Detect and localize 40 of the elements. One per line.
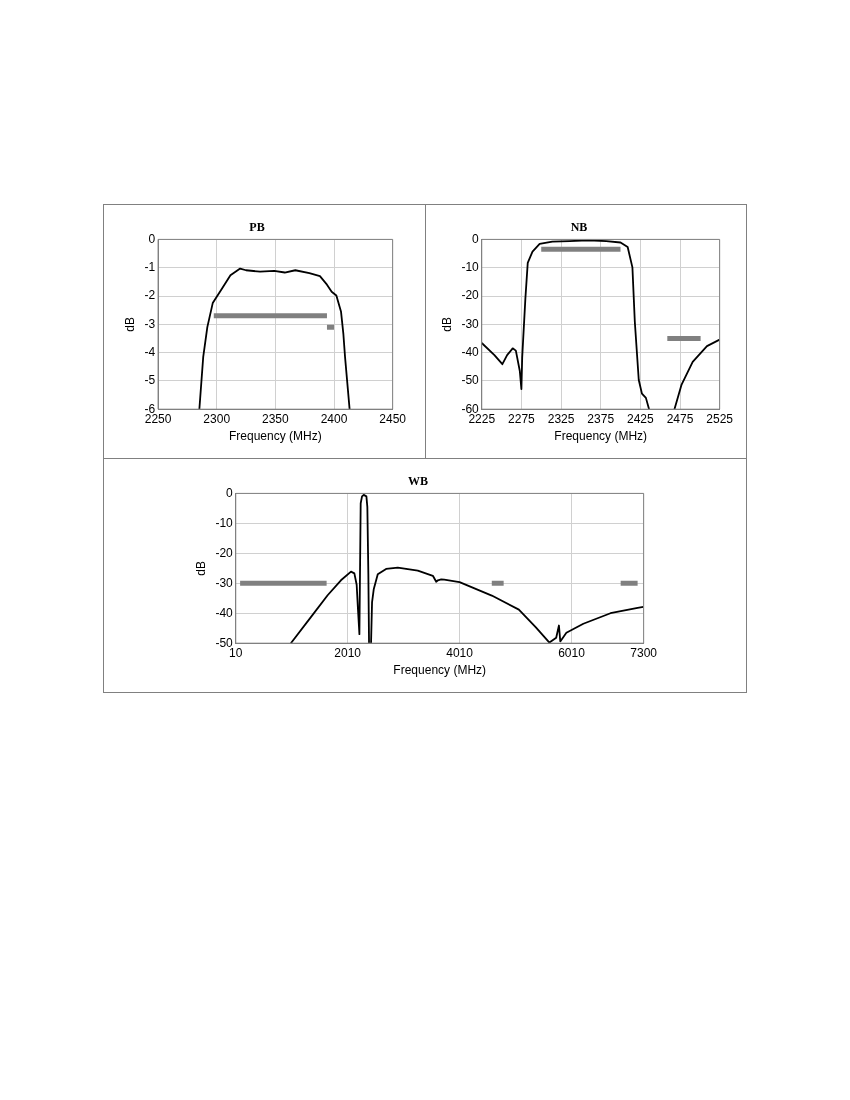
y-tick-label: -2: [144, 288, 156, 303]
y-tick-label: -10: [461, 260, 479, 275]
x-axis-title: Frequency (MHz): [554, 429, 647, 444]
y-axis-title: dB: [122, 316, 137, 332]
chart-title: PB: [249, 220, 265, 235]
y-tick-label: -20: [215, 545, 234, 560]
y-axis-title: dB: [439, 316, 454, 332]
x-tick-label: 2300: [203, 411, 231, 426]
y-tick-label: 0: [471, 231, 479, 246]
x-tick-label: 2450: [379, 411, 407, 426]
x-tick-label: 2350: [262, 411, 290, 426]
y-tick-label: 0: [148, 231, 156, 246]
x-tick-label: 7300: [630, 645, 658, 660]
y-tick-label: -40: [461, 344, 479, 359]
x-tick-label: 2275: [507, 411, 535, 426]
x-axis-title: Frequency (MHz): [393, 663, 487, 678]
x-tick-label: 4010: [446, 645, 474, 660]
y-tick-label: -30: [215, 575, 234, 590]
y-tick-label: -1: [144, 260, 156, 275]
x-tick-label: 2525: [706, 411, 734, 426]
x-tick-label: 2475: [666, 411, 694, 426]
x-tick-label: 2425: [626, 411, 654, 426]
y-tick-label: 0: [226, 485, 234, 500]
x-tick-label: 2400: [320, 411, 348, 426]
chart-title: WB: [407, 474, 429, 489]
y-tick-label: -30: [461, 316, 479, 331]
x-tick-label: 2010: [334, 645, 362, 660]
x-axis-title: Frequency (MHz): [229, 429, 322, 444]
x-tick-label: 2375: [587, 411, 615, 426]
y-tick-label: -5: [144, 373, 156, 388]
y-tick-label: -4: [144, 344, 156, 359]
y-axis-title: dB: [193, 560, 208, 576]
y-tick-label: -50: [461, 373, 479, 388]
y-tick-label: -3: [144, 316, 156, 331]
y-tick-label: -40: [215, 605, 234, 620]
x-tick-label: 6010: [558, 645, 586, 660]
x-tick-label: 2325: [547, 411, 575, 426]
y-tick-label: -20: [461, 288, 479, 303]
y-tick-label: -10: [215, 515, 234, 530]
chart-title: NB: [570, 220, 588, 235]
